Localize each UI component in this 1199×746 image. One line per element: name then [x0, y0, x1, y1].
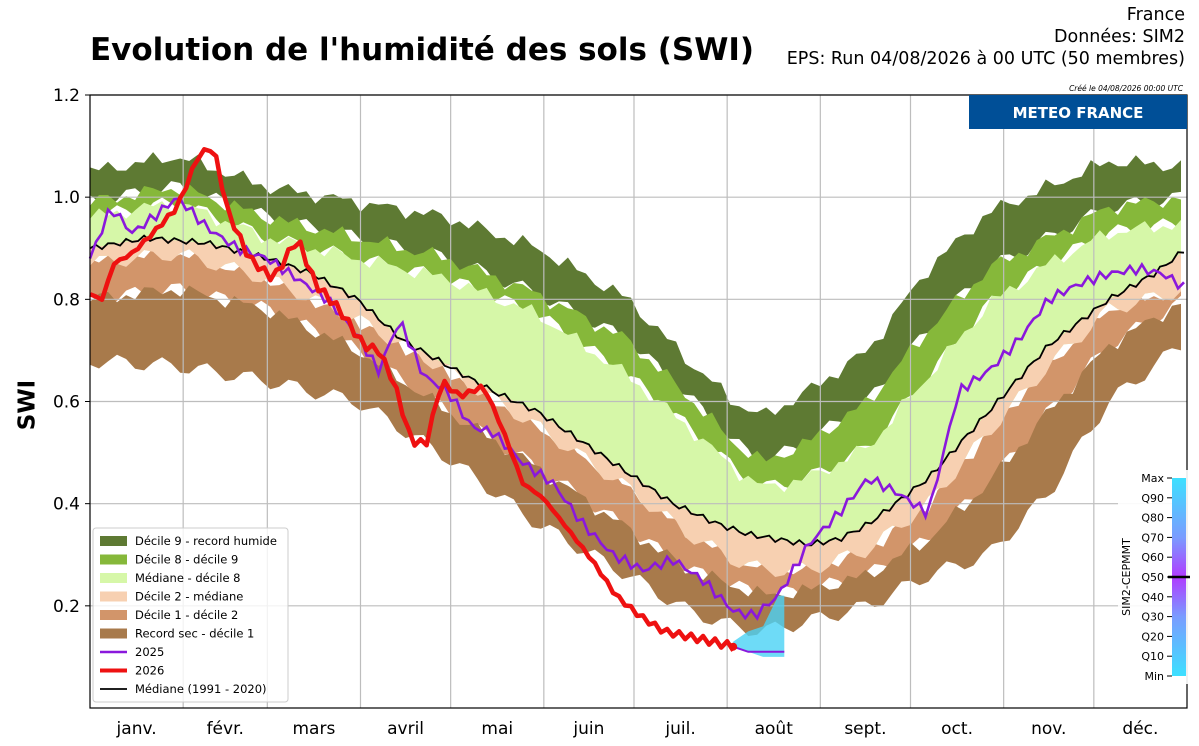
axes: 0.2 0.4 0.6 0.8 1.0 1.2 janv. févr. mars avril mai…: [53, 86, 1188, 739]
legend-swatch-2: [100, 573, 127, 583]
meta-region: France: [1126, 5, 1185, 25]
colorbar-label-8: Q20: [1141, 630, 1164, 643]
legend-swatch-1: [100, 554, 127, 565]
colorbar-label-6: Q40: [1141, 591, 1164, 604]
meta-source: Données: SIM2: [1054, 27, 1185, 47]
forecast-mean: [732, 645, 785, 653]
colorbar-title: SIM2-CEPMMT: [1120, 538, 1133, 616]
x-tick-label-3: avril: [387, 719, 424, 739]
colorbar-label-5: Q50: [1141, 571, 1164, 584]
point-2026-end: [729, 642, 738, 651]
logo-box: [969, 95, 1187, 129]
legend-swatch-4: [100, 610, 127, 620]
series-line-median: [89, 234, 1185, 547]
colorbar-label-3: Q70: [1141, 531, 1164, 544]
colorbar-label-0: Max: [1141, 472, 1164, 485]
meteo-france-logo: METEO FRANCE: [969, 95, 1187, 129]
colorbar-label-1: Q90: [1141, 492, 1164, 505]
x-tick-label-5: juin: [572, 719, 604, 739]
band-d8-d9: [90, 184, 1181, 490]
x-tick-label-9: oct.: [941, 719, 973, 739]
band-d9-record-wet: [90, 152, 1181, 468]
legend-label-5: Record sec - décile 1: [135, 627, 254, 641]
legend-label-4: Décile 1 - décile 2: [135, 608, 238, 622]
legend-box: [92, 527, 289, 703]
x-tick-label-4: mai: [481, 719, 513, 739]
series-line-2026: [89, 147, 736, 652]
band-record-dry-d1: [90, 285, 1181, 636]
y-tick-label: 0.6: [53, 393, 80, 413]
x-tick-label-6: juil.: [664, 719, 695, 739]
colorbar-label-10: Min: [1144, 670, 1164, 683]
legend-swatch-0: [100, 536, 127, 546]
colorbar-label-2: Q80: [1141, 512, 1164, 525]
legend-label-7: 2026: [135, 664, 164, 678]
y-tick-label: 0.4: [53, 495, 80, 515]
x-tick-label-10: nov.: [1031, 719, 1066, 739]
colorbar-label-4: Q60: [1141, 551, 1164, 564]
legend-label-0: Décile 9 - record humide: [135, 534, 277, 548]
x-tick-label-0: janv.: [116, 719, 157, 739]
series-lines: [88, 147, 1185, 657]
y-tick-label: 1.0: [53, 188, 80, 208]
colorbar: Max Q90 Q80 Q70 Q60 Q50 Q40 Q30 Q20 Q10 Min SIM2-CE…: [1118, 470, 1190, 684]
x-tick-label-8: sept.: [844, 719, 886, 739]
y-tick-label: 0.2: [53, 597, 80, 617]
legend-label-8: Médiane (1991 - 2020): [135, 682, 267, 696]
logo-text: METEO FRANCE: [1013, 104, 1144, 122]
x-tick-label-2: mars: [292, 719, 335, 739]
legend-label-2: Médiane - décile 8: [135, 571, 241, 585]
x-tick-label-11: déc.: [1122, 719, 1158, 739]
colorbar-label-9: Q10: [1141, 650, 1164, 663]
legend: Décile 9 - record humide Décile 8 - décil…: [92, 527, 289, 703]
chart-title: Evolution de l'humidité des sols (SWI): [90, 32, 755, 68]
meta-run: EPS: Run 04/08/2026 à 00 UTC (50 membres…: [786, 49, 1185, 69]
x-tick-label-1: févr.: [207, 719, 244, 739]
chart-meta: France Données: SIM2 EPS: Run 04/08/2026…: [787, 4, 1185, 70]
legend-label-1: Décile 8 - décile 9: [135, 553, 238, 567]
legend-swatch-5: [100, 628, 127, 639]
y-tick-label: 0.8: [53, 290, 80, 310]
forecast-plume: [733, 595, 785, 657]
series-line-2025: [88, 197, 1185, 621]
created-stamp: Créé le 04/08/2026 00:00 UTC: [1069, 84, 1183, 93]
y-tick-label: 1.2: [53, 86, 80, 106]
colorbar-label-7: Q30: [1141, 611, 1164, 624]
legend-label-6: 2025: [135, 645, 164, 659]
x-tick-label-7: août: [755, 719, 794, 739]
legend-label-3: Décile 2 - médiane: [135, 590, 243, 604]
legend-swatch-3: [100, 591, 127, 602]
band-median-d8: [90, 201, 1181, 577]
